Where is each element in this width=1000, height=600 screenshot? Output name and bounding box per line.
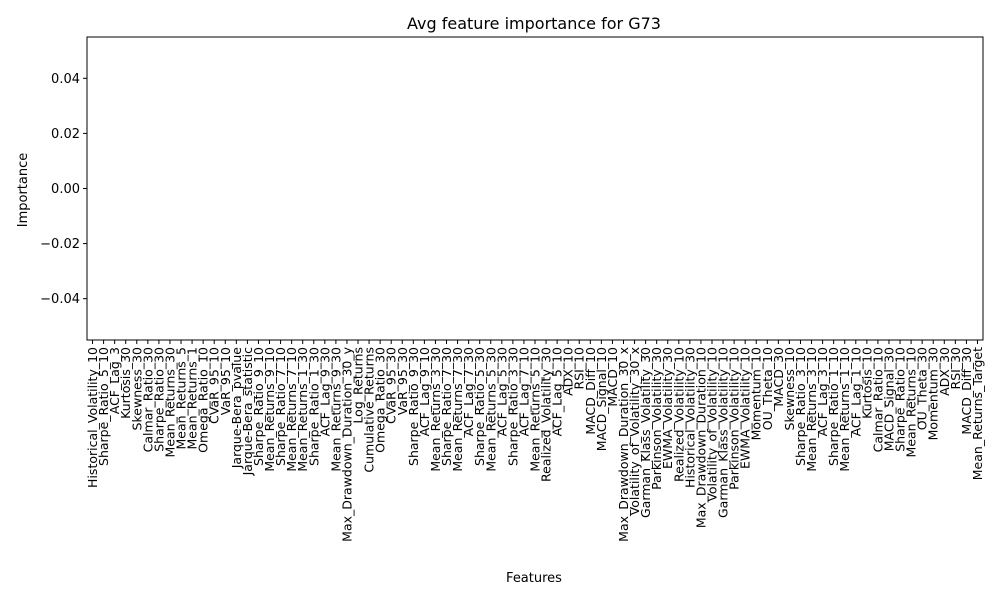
x-tick-label: Mean_Returns_9_10	[262, 347, 277, 472]
x-tick-label: Calmar_Ratio_10	[870, 347, 885, 452]
x-tick-label: MACD_Signal_10	[594, 347, 609, 451]
x-tick-label: EWMA_Volatility_30	[660, 347, 675, 469]
x-tick-label: Omega_Ratio_10	[196, 347, 211, 453]
x-tick-label: ADX_30	[937, 347, 952, 396]
x-tick-label: MACD_Signal_30	[881, 347, 896, 451]
x-tick-label: Mean_Returns_1_10	[837, 347, 852, 472]
x-tick-label: CVaR_95_30	[384, 347, 399, 424]
x-tick-label: Historical_Volatility_10	[85, 347, 100, 488]
x-tick-label: Mean_Returns_7_10	[284, 347, 299, 472]
x-tick-label: Realized_Volatility_30	[539, 347, 554, 482]
x-tick-label: ADX_10	[561, 347, 576, 396]
x-tick-label: Momentum_10	[749, 347, 764, 440]
x-tick-label: RSI_10	[572, 347, 587, 390]
y-tick-label: −0.02	[40, 237, 80, 252]
x-tick-label: Sharpe_Ratio_1_30	[306, 347, 321, 466]
x-tick-label: Realized_Volatility_10	[671, 347, 686, 482]
x-tick-label: ACF_Lag_7_30	[461, 347, 476, 436]
x-tick-label: Parkinson_Volatility_30	[649, 347, 664, 490]
x-tick-label: Sharpe_Ratio_1_10	[826, 347, 841, 466]
x-tick-label: MACD_Diff_10	[583, 347, 598, 435]
x-tick-label: Mean_Returns_5_30	[483, 347, 498, 472]
y-tick-label: 0.02	[51, 127, 80, 142]
x-tick-label: MACD_30	[771, 347, 786, 407]
x-tick-label: Calmar_Ratio_30	[140, 347, 155, 452]
x-tick-label: VaR_95_10	[218, 347, 233, 415]
x-tick-label: Omega_Ratio_30	[373, 347, 388, 453]
x-tick-label: ACF_Lag_3	[107, 347, 122, 414]
x-tick-label: Mean_Returns_1	[185, 347, 200, 450]
x-tick-label: Mean_Returns_7_30	[450, 347, 465, 472]
x-tick-label: ACF_Lag_9_10	[417, 347, 432, 436]
x-tick-label: Garman_Klass_Volatility_10	[716, 347, 731, 518]
y-tick-label: 0.00	[51, 182, 80, 197]
x-tick-label: Historical_Volatility_30	[682, 347, 697, 488]
x-tick-label: Mean_Returns_1_30	[295, 347, 310, 472]
x-tick-label: ACF_Lag_5_30	[494, 347, 509, 436]
x-tick-label: Sharpe_Ratio_7_30	[439, 347, 454, 466]
x-tick-label: Volatility_of_Volatility_10	[704, 347, 719, 502]
x-tick-label: Mean_Returns_30	[162, 347, 177, 458]
x-tick-label: OU_Theta_10	[760, 347, 775, 430]
plot-area-frame	[86, 36, 984, 341]
x-tick-label: Sharpe_Ratio_5_10	[96, 347, 111, 466]
x-tick-label: ACF_Lag_3_10	[815, 347, 830, 436]
x-tick-label: Jarque-Bera_statistic	[240, 347, 255, 477]
x-tick-label: Sharpe_Ratio_9_10	[251, 347, 266, 466]
x-tick-label: Kurtosis_10	[859, 347, 874, 419]
x-tick-label: Mean_Returns_3_30	[428, 347, 443, 472]
x-tick-label: Mean_Returns_5_10	[528, 347, 543, 472]
x-tick-label: ACF_Lag_9_30	[317, 347, 332, 436]
x-tick-label: Momentum_30	[926, 347, 941, 440]
x-tick-label: Sharpe_Ratio_5_30	[472, 347, 487, 466]
x-axis-label: Features	[506, 571, 562, 586]
x-tick-label: Kurtosis_30	[118, 347, 133, 419]
x-tick-label: Mean_Returns_10	[904, 347, 919, 458]
x-tick-label: Sharpe_Ratio_7_10	[273, 347, 288, 466]
x-tick-label: Sharpe_Ratio_30	[151, 347, 166, 452]
x-tick-label: Jarque-Bera_pvalue	[229, 347, 244, 470]
y-axis-label: Importance	[16, 153, 31, 228]
chart-title: Avg feature importance for G73	[407, 14, 661, 33]
x-tick-label: Mean_Returns_9_30	[328, 347, 343, 472]
x-tick-label: Sharpe_Ratio_3_30	[505, 347, 520, 466]
x-tick-label: ACF_Lag_1_10	[848, 347, 863, 436]
x-tick-label: Mean_Returns_Target	[970, 347, 985, 480]
x-tick-label: Max_Drawdown_Duration_10	[693, 347, 708, 528]
x-tick-label: MACD_10	[605, 347, 620, 407]
x-tick-label: Mean_Returns_5	[174, 347, 189, 450]
y-tick-label: −0.04	[40, 292, 80, 307]
x-tick-label: Skewness_10	[782, 347, 797, 430]
x-tick-label: MACD_Diff_30	[959, 347, 974, 435]
x-tick-label: EWMA_Volatility_10	[738, 347, 753, 469]
x-tick-label: Mean_Returns_3_10	[804, 347, 819, 472]
x-tick-label: CVaR_95_10	[207, 347, 222, 424]
x-tick-label: Skewness_30	[129, 347, 144, 430]
x-tick-label: Sharpe_Ratio_3_10	[793, 347, 808, 466]
x-tick-label: RSI_30	[948, 347, 963, 390]
y-tick-label: 0.04	[51, 72, 80, 87]
x-tick-label: Max_Drawdown_Duration_30_y	[339, 346, 354, 541]
x-tick-label: VaR_95_30	[395, 347, 410, 415]
x-tick-label: ACF_Lag_5_10	[550, 347, 565, 436]
x-tick-label: Log_Returns	[351, 347, 366, 424]
x-tick-label: Volatility_of_Volatility_30_x	[627, 347, 642, 515]
x-tick-label: Parkinson_Volatility_10	[727, 347, 742, 490]
x-tick-label: Sharpe_Ratio_9_30	[406, 347, 421, 466]
x-axis: Historical_Volatility_10Sharpe_Ratio_5_1…	[85, 340, 985, 542]
x-tick-label: Garman_Klass_Volatility_30	[638, 347, 653, 518]
x-tick-label: Max_Drawdown_Duration_30_x	[616, 347, 631, 542]
x-tick-label: OU_Theta_30	[915, 347, 930, 430]
x-tick-label: Sharpe_Ratio_10	[893, 347, 908, 452]
y-axis: −0.04 −0.02 0.00 0.02 0.04	[40, 72, 87, 307]
x-tick-label: Cumulative_Returns	[362, 347, 377, 473]
x-tick-label: ACF_Lag_7_10	[516, 347, 531, 436]
